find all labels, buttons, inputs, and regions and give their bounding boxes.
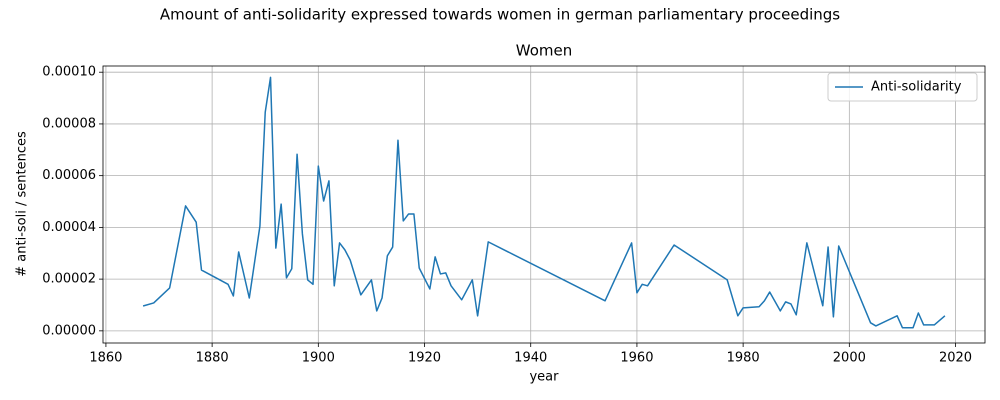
y-tick-label: 0.00002 [42,272,96,287]
axes-frame [102,65,986,344]
y-tick-label: 0.00000 [42,323,96,338]
x-tick-label: 1980 [727,351,760,366]
data-line [142,76,946,329]
legend-label: Anti-solidarity [871,80,962,95]
x-axis-label: year [529,370,559,385]
x-tick-label: 1940 [514,351,547,366]
y-tick-label: 0.00008 [42,116,96,131]
x-tick-label: 1880 [196,351,229,366]
legend: Anti-solidarity [827,72,978,102]
y-axis-label: # anti-soli / sentences [15,131,30,277]
chart-title: Amount of anti-solidarity expressed towa… [160,6,840,24]
x-tick-label: 1860 [89,351,122,366]
x-tick-label: 1960 [620,351,653,366]
axes-title: Women [516,42,572,60]
x-tick-label: 2000 [833,351,866,366]
y-tick-label: 0.00004 [42,220,96,235]
x-tick-label: 1920 [408,351,441,366]
x-tick-label: 1900 [302,351,335,366]
legend-box [827,72,978,102]
y-tick-label: 0.00006 [42,168,96,183]
x-tick-label: 2020 [939,351,972,366]
y-tick-label: 0.00010 [42,65,96,80]
